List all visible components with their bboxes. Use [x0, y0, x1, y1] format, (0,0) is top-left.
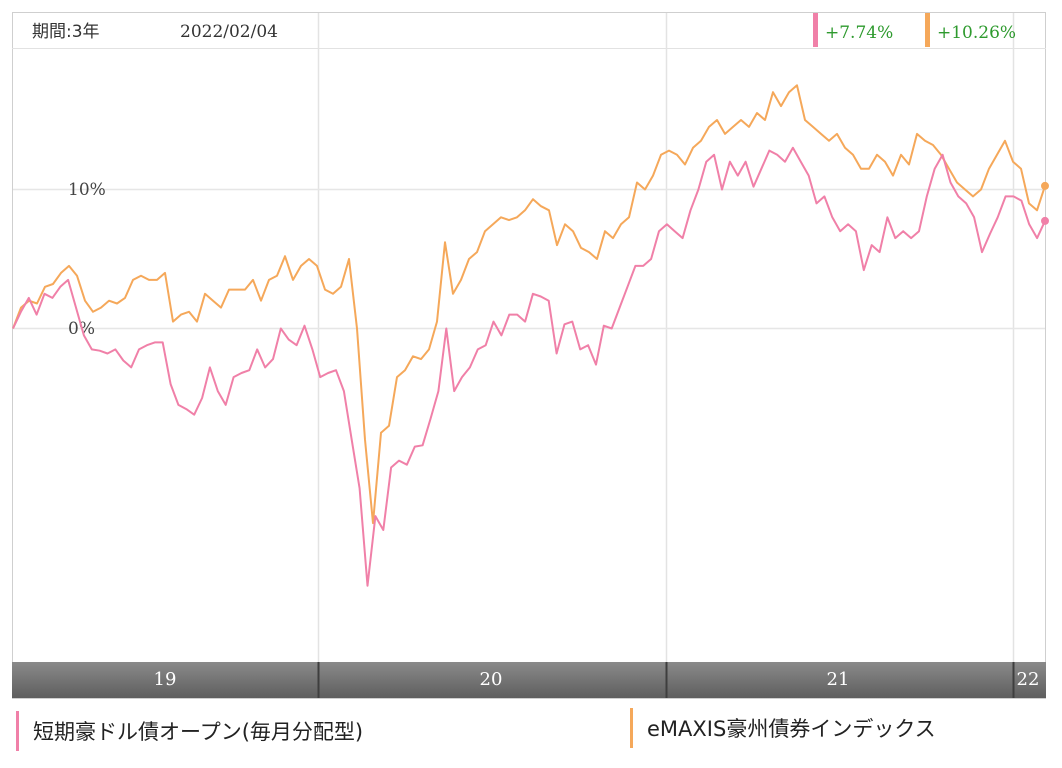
chart-area: 期間:3年 2022/02/04 +7.74% +10.26% 10% 0% 1… [12, 12, 1049, 699]
series-line-short-term-aud [12, 146, 1046, 587]
return-marker-orange [925, 13, 930, 47]
end-point-emaxis [1041, 181, 1049, 190]
return-marker-pink [813, 13, 818, 47]
legend-color-swatch [16, 711, 19, 751]
legend-item-emaxis: eMAXIS豪州債券インデックス [630, 706, 936, 750]
legend-color-swatch [630, 708, 633, 748]
period-label: 期間:3年 [32, 22, 100, 42]
end-point-short-term-aud [1041, 216, 1049, 225]
x-axis-band [12, 662, 1046, 698]
x-tick-label: 21 [827, 669, 850, 690]
legend-label: 短期豪ドル債オープン(毎月分配型) [33, 720, 364, 744]
y-tick-label: 10% [68, 180, 106, 200]
legend-item-short-term-aud: 短期豪ドル債オープン(毎月分配型) [16, 709, 363, 753]
x-tick-label: 20 [480, 669, 503, 690]
header-date: 2022/02/04 [180, 22, 278, 42]
legend-label: eMAXIS豪州債券インデックス [647, 717, 936, 741]
return-value-orange: +10.26% [937, 23, 1016, 43]
x-tick-label: 19 [154, 669, 177, 690]
x-tick-label: 22 [1017, 669, 1040, 690]
return-value-pink: +7.74% [825, 23, 893, 43]
plot-frame [12, 12, 1046, 699]
series-line-emaxis [12, 84, 1046, 525]
